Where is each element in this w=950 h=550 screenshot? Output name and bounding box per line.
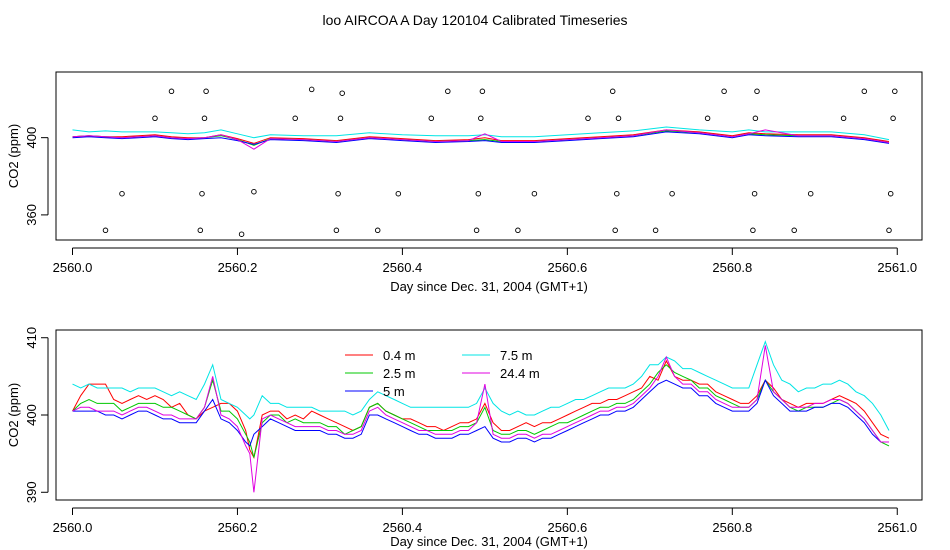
outlier-point	[335, 190, 341, 197]
outlier-point	[721, 88, 727, 95]
x-tick-label: 2560.6	[547, 520, 587, 535]
plot-frame	[55, 71, 923, 241]
legend-label: 5 m	[383, 384, 405, 399]
y-tick-label: 410	[24, 327, 39, 349]
outlier-point	[750, 227, 756, 234]
panel-1: 2560.0 2560.2 2560.4 2560.6 2560.8 2561.0 360 4…	[6, 71, 923, 294]
x-tick-label: 2560.8	[712, 520, 752, 535]
series-line-4	[72, 340, 890, 431]
series-line-3	[72, 131, 890, 145]
outlier-point	[333, 227, 340, 234]
outlier-point	[479, 88, 486, 95]
outlier-point	[585, 115, 591, 122]
x-tick-label: 2560.2	[218, 520, 258, 535]
y-tick-label: 360	[24, 204, 39, 226]
outlier-point	[197, 227, 204, 234]
x-tick-label: 2560.0	[53, 260, 93, 275]
outlier-point	[615, 115, 622, 122]
series-line-1	[72, 129, 890, 144]
legend-label: 0.4 m	[383, 348, 416, 363]
legend-label: 7.5 m	[500, 348, 533, 363]
legend-label: 2.5 m	[383, 366, 416, 381]
series-line-1	[72, 359, 890, 459]
x-axis-label: Day since Dec. 31, 2004 (GMT+1)	[390, 279, 588, 294]
outlier-point	[531, 190, 538, 197]
outlier-point	[308, 86, 315, 93]
outlier-point	[751, 190, 758, 197]
series-line-4	[72, 126, 890, 141]
chart-title: loo AIRCOA A Day 120104 Calibrated Times…	[322, 12, 628, 28]
outlier-point	[840, 115, 847, 122]
x-tick-label: 2561.0	[877, 260, 917, 275]
outlier-point	[203, 88, 209, 95]
outlier-point	[807, 190, 814, 197]
outlier-point	[887, 190, 894, 197]
y-tick-label: 400	[24, 404, 39, 426]
outlier-point	[374, 227, 381, 234]
outlier-point	[752, 115, 759, 122]
x-tick-label: 2560.6	[547, 260, 587, 275]
outlier-point	[892, 88, 898, 95]
x-tick-label: 2560.2	[218, 260, 258, 275]
outlier-point	[292, 115, 298, 122]
y-axis-label: CO2 (ppm)	[6, 124, 21, 188]
outlier-point	[669, 190, 675, 197]
x-tick-label: 2560.4	[383, 520, 423, 535]
outlier-point	[168, 88, 175, 95]
outlier-point	[395, 190, 402, 197]
x-tick-label: 2560.4	[383, 260, 423, 275]
outlier-point	[754, 88, 760, 95]
outlier-point	[199, 190, 205, 197]
legend-label: 24.4 m	[500, 366, 540, 381]
outlier-point	[515, 227, 521, 234]
y-tick-label: 390	[24, 481, 39, 503]
series-line-5	[72, 129, 890, 150]
outlier-point	[201, 115, 208, 122]
outlier-point	[652, 227, 659, 234]
series-line-3	[72, 378, 889, 447]
y-axis-label: CO2 (ppm)	[6, 383, 21, 447]
outlier-point	[886, 227, 892, 234]
outlier-point	[614, 190, 620, 197]
outlier-point	[152, 115, 158, 122]
x-tick-label: 2560.0	[53, 520, 93, 535]
x-axis-label: Day since Dec. 31, 2004 (GMT+1)	[390, 534, 588, 549]
outlier-point	[445, 88, 451, 95]
x-tick-label: 2560.8	[712, 260, 752, 275]
y-tick-label: 400	[24, 127, 39, 149]
outlier-point	[473, 227, 480, 234]
outlier-point	[704, 115, 711, 122]
outlier-point	[478, 115, 484, 122]
outlier-point	[890, 115, 896, 122]
outlier-point	[428, 115, 435, 122]
plot-frame	[55, 329, 923, 501]
outlier-point	[475, 190, 482, 197]
panel-2: 2560.0 2560.2 2560.4 2560.6 2560.8 2561.0 390 4…	[6, 327, 923, 549]
outlier-point	[791, 227, 797, 234]
legend: 0.4 m 2.5 m 5 m 7.5 m 24.4 m	[345, 348, 540, 399]
outlier-point	[102, 227, 109, 234]
outlier-point	[861, 88, 868, 95]
outlier-point	[238, 231, 245, 237]
outlier-point	[337, 115, 344, 122]
outlier-point	[339, 90, 345, 96]
outlier-point	[251, 188, 257, 195]
outlier-point	[612, 227, 618, 234]
outlier-point	[119, 190, 125, 197]
series-line-5	[72, 345, 889, 493]
outlier-point	[609, 88, 616, 95]
x-tick-label: 2561.0	[877, 520, 917, 535]
